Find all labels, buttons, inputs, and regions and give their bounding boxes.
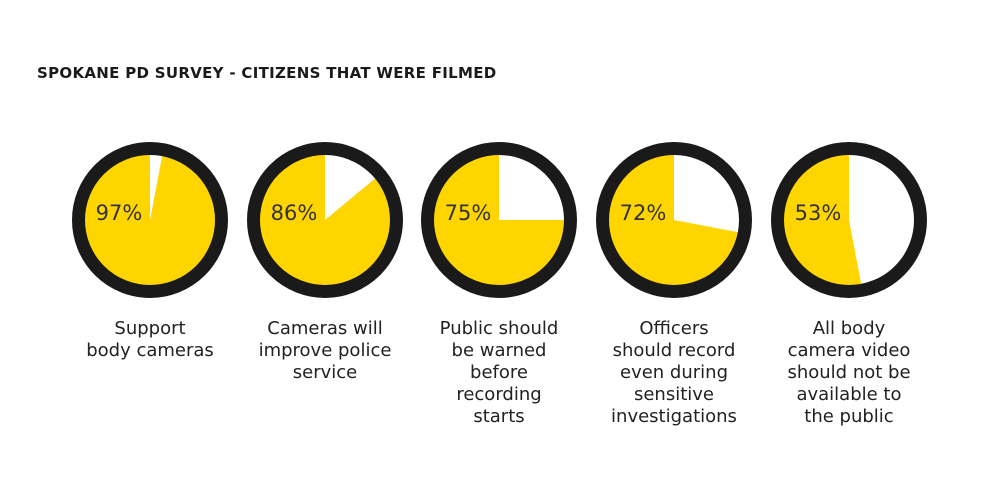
pie-ring [771, 142, 927, 298]
pie-ring [421, 142, 577, 298]
pie-ring [247, 142, 403, 298]
value-label: 86% [271, 201, 318, 225]
value-label: 75% [445, 201, 492, 225]
category-label: Support body cameras [86, 318, 214, 361]
pie-slice [84, 154, 217, 286]
value-label: 97% [96, 201, 143, 225]
pie-ring [596, 142, 752, 298]
category-label: Public should be warned before recording… [439, 318, 559, 427]
pie-slice [433, 154, 565, 286]
pie-ring [72, 142, 228, 298]
category-label: Officers should record even during sensi… [611, 318, 737, 427]
pie-slice [608, 154, 739, 286]
category-label: Cameras will improve police service [258, 318, 392, 383]
category-label: All body camera video should not be avai… [787, 318, 911, 427]
value-label: 53% [795, 201, 842, 225]
value-label: 72% [620, 201, 667, 225]
pie-slice [783, 154, 862, 286]
pie-slice [259, 154, 392, 286]
chart-title: SPOKANE PD SURVEY - CITIZENS THAT WERE F… [37, 64, 497, 82]
